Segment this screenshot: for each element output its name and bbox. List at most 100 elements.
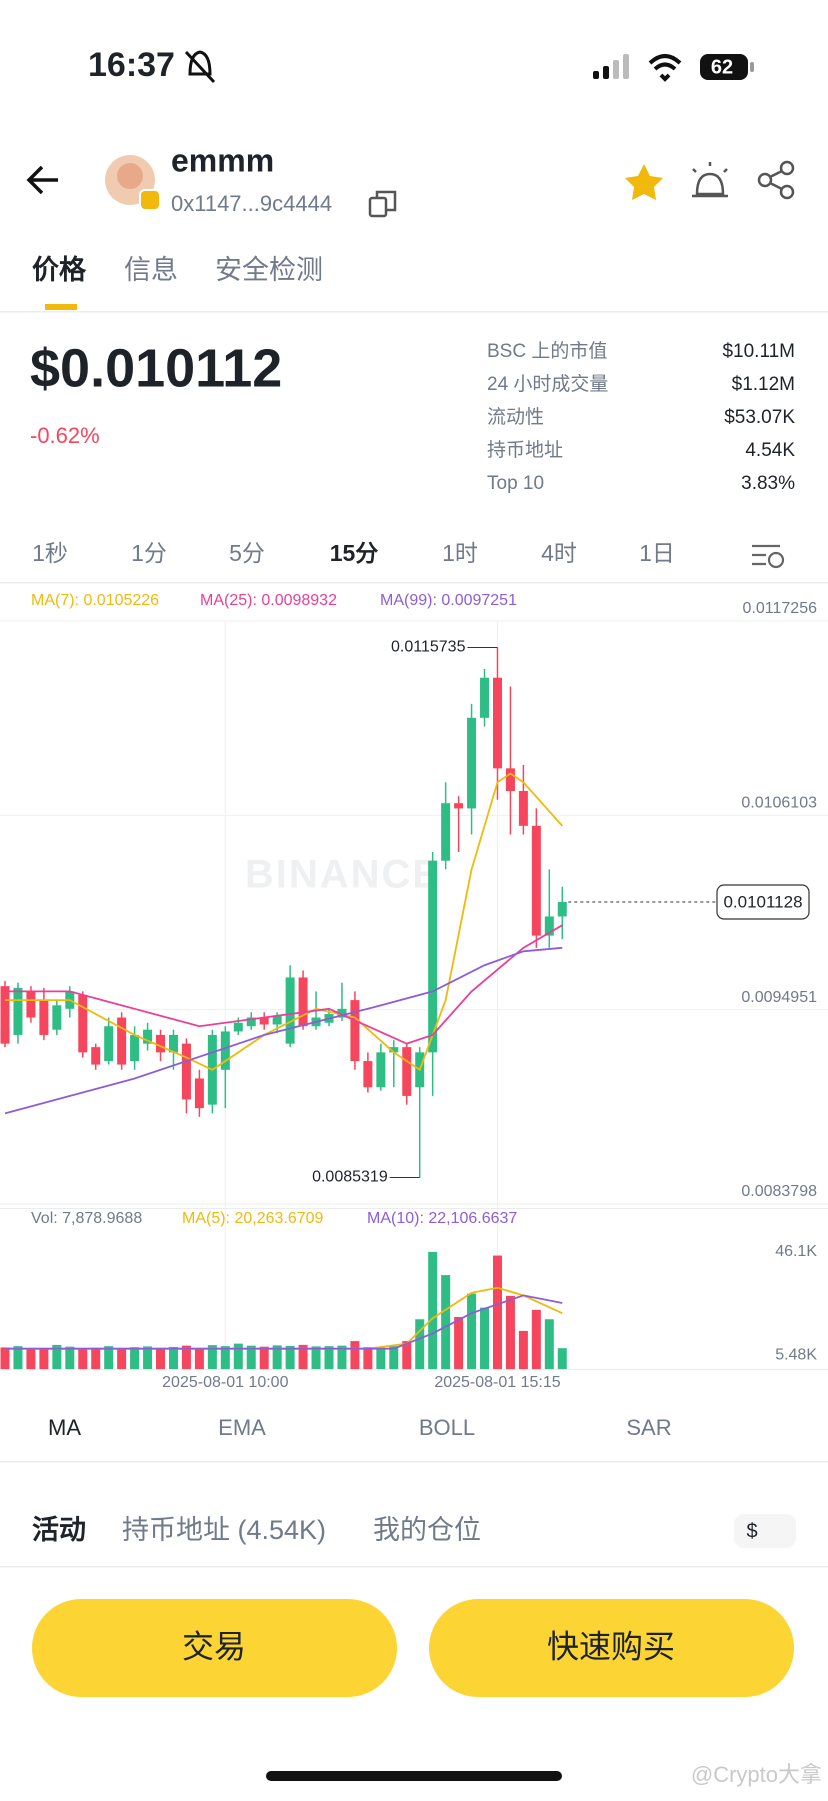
watermark: @Crypto大拿 — [691, 1762, 822, 1787]
interval-tab[interactable]: 1日 — [639, 540, 675, 566]
tab-indicator — [45, 304, 77, 310]
favorite-button[interactable] — [625, 164, 663, 200]
ma-legend: MA(7): 0.0105226 — [31, 592, 159, 609]
candle-body — [246, 1017, 256, 1027]
x-tick-label: 2025-08-01 15:15 — [434, 1374, 560, 1391]
chart-settings-button[interactable] — [752, 544, 785, 569]
candle-body — [428, 860, 438, 1053]
candle-body — [337, 1008, 347, 1018]
interval-tab[interactable]: 4时 — [541, 540, 577, 566]
share-button[interactable] — [757, 160, 795, 200]
axis-line — [0, 1369, 828, 1370]
candle-body — [194, 1078, 204, 1109]
battery — [700, 54, 748, 80]
volume-bar — [518, 1330, 528, 1369]
y-tick-label: 0.0094951 — [741, 989, 817, 1006]
stat-label: 流动性 — [487, 406, 544, 428]
volume-bar — [376, 1347, 386, 1369]
trade-button[interactable] — [32, 1599, 397, 1697]
interval-tab[interactable]: 1分 — [131, 540, 167, 566]
signal-icon — [593, 54, 629, 79]
candle-body — [91, 1047, 101, 1065]
token-address: 0x1147...9c4444 — [171, 191, 332, 216]
last-price-label: 0.0101128 — [723, 893, 802, 912]
copy-button[interactable] — [368, 190, 397, 218]
indicator-tab[interactable]: SAR — [626, 1415, 671, 1440]
volume-bar — [441, 1275, 451, 1369]
candle-body — [130, 1034, 140, 1062]
mute-icon — [184, 50, 216, 84]
candle-body — [143, 1029, 153, 1044]
volume-legend: MA(5): 20,263.6709 — [182, 1210, 324, 1227]
section-tab[interactable]: 持币地址 (4.54K) — [122, 1515, 326, 1545]
low-label: 0.0085319 — [312, 1169, 388, 1186]
section-tab[interactable]: 活动 — [32, 1515, 86, 1545]
volume-bar — [207, 1345, 217, 1369]
interval-tab[interactable]: 1时 — [442, 540, 478, 566]
candle-body — [531, 825, 541, 936]
trade-label: 交易 — [182, 1628, 246, 1664]
volume-legend: MA(10): 22,106.6637 — [367, 1210, 517, 1227]
volume-bar — [39, 1348, 49, 1369]
volume-bar — [26, 1348, 36, 1369]
token-name: emmm — [171, 142, 274, 178]
volume-bar — [324, 1346, 334, 1369]
indicator-tab[interactable]: EMA — [218, 1415, 266, 1440]
volume-bar — [13, 1346, 23, 1369]
candle-body — [285, 977, 295, 1044]
candle-body — [39, 1000, 49, 1035]
divider — [0, 311, 828, 313]
volume-bar — [168, 1346, 178, 1369]
candle-body — [156, 1034, 166, 1053]
interval-tab[interactable]: 1秒 — [32, 540, 68, 566]
candle-body — [117, 1017, 127, 1065]
currency-toggle[interactable] — [734, 1514, 796, 1548]
ma-legend: MA(99): 0.0097251 — [380, 592, 517, 609]
stat-value: $53.07K — [724, 407, 795, 428]
volume-bar — [557, 1348, 567, 1369]
tab[interactable]: 信息 — [124, 255, 178, 285]
volume-bar — [246, 1345, 256, 1369]
volume-bar — [480, 1307, 490, 1369]
volume-bar — [402, 1341, 412, 1369]
volume-bar — [143, 1346, 153, 1369]
volume-bar — [259, 1346, 269, 1369]
candle-body — [441, 803, 451, 861]
indicator-tab[interactable]: MA — [48, 1415, 81, 1440]
interval-tab[interactable]: 5分 — [229, 540, 265, 566]
alert-button[interactable] — [692, 162, 728, 198]
volume-bar — [78, 1348, 88, 1369]
tab[interactable]: 安全检测 — [215, 255, 323, 285]
back-button[interactable] — [26, 165, 58, 195]
stat-label: Top 10 — [487, 473, 544, 494]
indicator-tab[interactable]: BOLL — [419, 1415, 475, 1440]
stat-label: 持币地址 — [487, 439, 563, 461]
wifi-icon — [648, 54, 682, 82]
candle-body — [104, 1026, 114, 1062]
volume-bar — [91, 1347, 101, 1369]
candle-body — [350, 1000, 360, 1062]
interval-tab[interactable]: 15分 — [330, 540, 379, 566]
stat-value: $1.12M — [732, 374, 795, 395]
tab[interactable]: 价格 — [32, 255, 87, 285]
quick-buy-button[interactable] — [429, 1599, 794, 1697]
volume-bar — [337, 1345, 347, 1369]
candle-body — [557, 902, 567, 917]
volume-bar — [467, 1293, 477, 1369]
candle-body — [52, 1005, 62, 1030]
volume-bar — [130, 1347, 140, 1369]
home-indicator — [266, 1771, 562, 1781]
stat-value: 4.54K — [745, 440, 795, 461]
volume-bar — [104, 1346, 114, 1369]
divider — [0, 582, 828, 584]
candle-body — [402, 1047, 412, 1096]
y-tick-label: 0.0106103 — [741, 795, 817, 812]
volume-bar — [285, 1345, 295, 1369]
section-tab[interactable]: 我的仓位 — [373, 1515, 481, 1545]
volume-bar — [428, 1252, 438, 1369]
candle-body — [389, 1047, 399, 1053]
candle-body — [544, 916, 554, 936]
candle-body — [376, 1052, 386, 1088]
volume-bar — [233, 1343, 243, 1369]
